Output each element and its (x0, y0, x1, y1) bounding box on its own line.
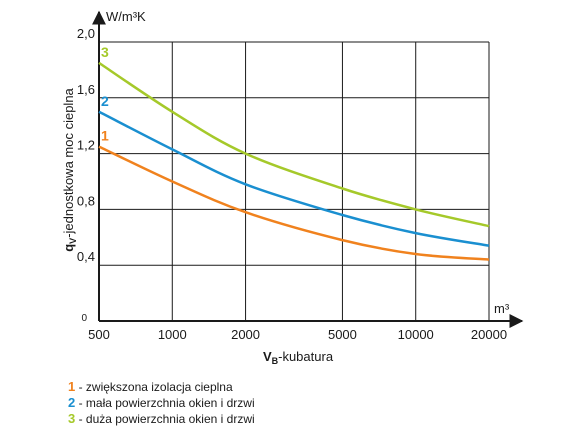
series-label-3: 3 (101, 44, 109, 60)
legend-item-2: 2 - mała powierzchnia okien i drzwi (68, 395, 255, 411)
y-tick-label: 0,8 (77, 193, 95, 208)
legend-num-2: 2 (68, 395, 76, 410)
series-label-2: 2 (101, 93, 109, 109)
series-label-1: 1 (101, 128, 109, 144)
x-tick-label: 500 (88, 327, 110, 342)
legend-num-3: 3 (68, 411, 76, 426)
y-axis-title-rest: -jednostkowa moc cieplna (61, 87, 76, 237)
y-axis-title-sub: V (68, 238, 78, 244)
axis-titles: qV-jednostkowa moc cieplna VB-kubatura (61, 87, 334, 366)
legend-text-1: - zwiększona izolacja cieplna (75, 380, 233, 394)
y-axis-title: qV-jednostkowa moc cieplna (61, 87, 78, 251)
legend-item-1: 1 - zwiększona izolacja cieplna (68, 379, 255, 395)
tick-labels: 500 1000 2000 5000 10000 20000 0 0,4 0,8 1,2 1,6 2,… (77, 26, 507, 342)
x-tick-label: 20000 (471, 327, 507, 342)
x-tick-label: 1000 (158, 327, 187, 342)
axes: W/m³K m³ (92, 9, 524, 328)
legend: 1 - zwiększona izolacja cieplna 2 - mała… (68, 379, 255, 427)
x-axis-title-sub: B (272, 356, 279, 366)
y-tick-label: 1,6 (77, 82, 95, 97)
y-tick-label: 0,4 (77, 249, 95, 264)
x-tick-label: 10000 (398, 327, 434, 342)
y-axis-title-main: q (61, 244, 76, 252)
y-tick-label: 2,0 (77, 26, 95, 41)
legend-text-2: - mała powierzchnia okien i drzwi (75, 396, 255, 410)
y-tick-label: 1,2 (77, 138, 95, 153)
legend-item-3: 3 - duża powierzchnia okien i drzwi (68, 411, 255, 427)
x-axis-title-rest: -kubatura (278, 349, 334, 364)
x-tick-label: 2000 (231, 327, 260, 342)
chart: W/m³K m³ 500 1000 2000 5000 10000 20000 0 0,4 0,… (61, 9, 524, 366)
legend-num-1: 1 (68, 379, 76, 394)
legend-text-3: - duża powierzchnia okien i drzwi (75, 412, 255, 426)
x-unit-label: m³ (494, 301, 510, 316)
series-line-3 (98, 61, 490, 228)
series: 1 2 3 (98, 44, 490, 261)
y-tick-label: 0 (81, 313, 87, 324)
grid (99, 41, 490, 321)
series-line-2 (98, 110, 490, 247)
y-unit-label: W/m³K (106, 9, 146, 24)
x-tick-label: 5000 (328, 327, 357, 342)
x-axis-title: VB-kubatura (263, 349, 334, 366)
x-axis-title-main: V (263, 349, 272, 364)
series-line-1 (98, 145, 490, 261)
